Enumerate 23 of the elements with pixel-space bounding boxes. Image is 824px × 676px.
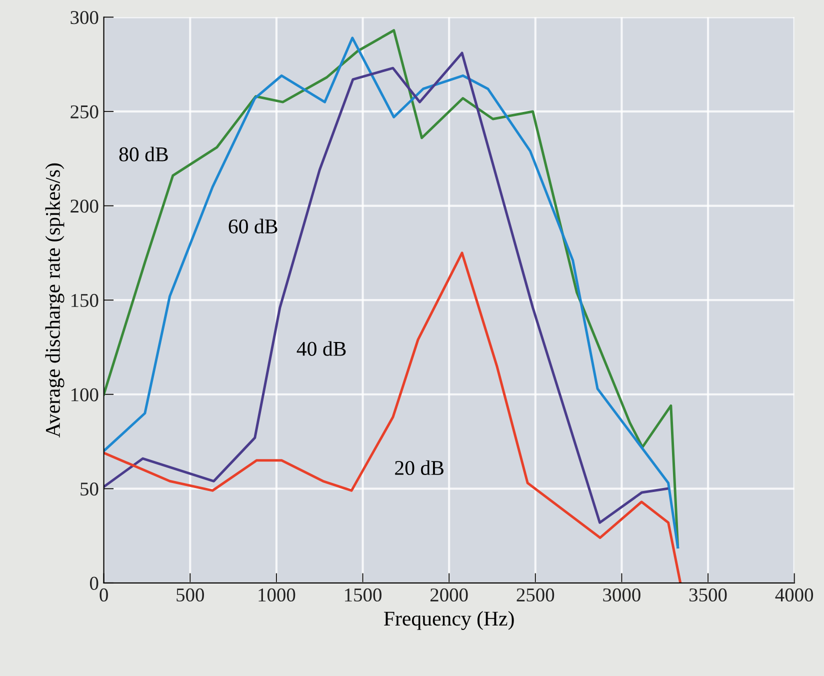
y-tick-label: 0	[90, 576, 98, 590]
y-tick-label: 300	[70, 10, 98, 24]
y-tick-label: 50	[80, 482, 98, 496]
series-label: 20 dB	[395, 460, 444, 476]
line-series	[104, 252, 682, 583]
y-tick-label: 100	[72, 388, 98, 402]
x-tick-label: 3500	[690, 588, 727, 602]
y-tick-label: 250	[70, 105, 98, 118]
x-tick-label: 500	[176, 588, 204, 602]
y-tick-label: 150	[72, 294, 98, 308]
x-axis-title: Frequency (Hz)	[384, 611, 514, 630]
series-label: 60 dB	[228, 218, 278, 234]
y-tick-label: 200	[70, 200, 98, 213]
x-tick-label: 4000	[775, 588, 814, 602]
x-tick-label: 3000	[603, 588, 640, 602]
x-tick-label: 2000	[430, 588, 468, 602]
x-tick-label: 1000	[258, 588, 296, 602]
y-axis-title: Average discharge rate (spikes/s)	[45, 163, 64, 438]
x-tick-label: 2500	[516, 588, 554, 602]
series-label: 80 dB	[119, 146, 168, 162]
series-label: 40 dB	[296, 341, 346, 356]
x-tick-label: 0	[100, 588, 108, 602]
x-tick-label: 1500	[345, 588, 382, 602]
